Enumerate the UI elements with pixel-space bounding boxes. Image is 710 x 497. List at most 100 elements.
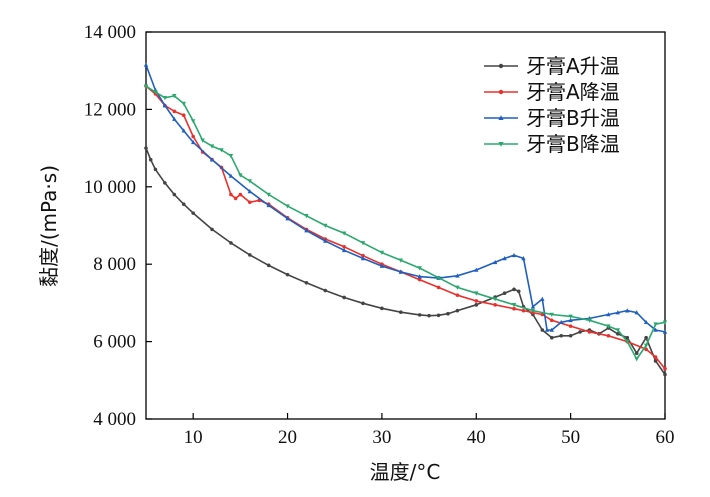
- data-point: [644, 347, 648, 352]
- data-point: [210, 227, 214, 232]
- data-point: [379, 250, 385, 255]
- series-3: [143, 62, 668, 334]
- data-point: [143, 62, 149, 67]
- data-point: [521, 308, 526, 313]
- data-point: [474, 303, 479, 307]
- legend-marker: [498, 115, 504, 120]
- data-point: [342, 244, 346, 249]
- data-point: [323, 288, 328, 293]
- data-point: [266, 263, 271, 268]
- data-point: [181, 101, 186, 106]
- data-point: [455, 273, 460, 278]
- data-point: [663, 372, 667, 377]
- data-point: [266, 192, 271, 197]
- data-point: [615, 310, 621, 315]
- data-point: [238, 192, 243, 197]
- data-point: [341, 247, 347, 253]
- data-point: [238, 173, 243, 178]
- legend-marker: [498, 89, 504, 95]
- legend-item: 牙膏A升温: [484, 54, 620, 78]
- legend-label: 牙膏A降温: [526, 80, 620, 104]
- data-point: [502, 255, 507, 261]
- data-point: [549, 335, 554, 340]
- data-point: [181, 113, 186, 118]
- legend-marker: [498, 63, 504, 69]
- y-tick-label: 4 000: [93, 409, 136, 430]
- data-point: [455, 293, 460, 297]
- data-point: [653, 359, 658, 363]
- legend-label: 牙膏B升温: [526, 106, 620, 130]
- data-point: [492, 297, 498, 302]
- legend-marker: [498, 142, 504, 147]
- data-point: [427, 313, 431, 318]
- y-tick-label: 6 000: [93, 332, 136, 353]
- data-point: [417, 266, 422, 271]
- data-point: [492, 259, 498, 265]
- data-point: [417, 313, 422, 317]
- data-point: [248, 200, 252, 205]
- x-axis: 10 20 30 40 50 60: [184, 413, 675, 448]
- x-tick-label: 20: [278, 427, 297, 448]
- data-point: [540, 296, 545, 301]
- series-line: [145, 147, 666, 375]
- data-point: [625, 308, 630, 313]
- legend-item: 牙膏A降温: [484, 80, 620, 104]
- data-point: [474, 267, 479, 272]
- data-point: [455, 285, 460, 290]
- data-point: [530, 304, 536, 309]
- data-point: [229, 241, 233, 245]
- data-point: [446, 311, 450, 316]
- data-point: [266, 202, 271, 208]
- data-point: [304, 280, 309, 285]
- data-point: [247, 189, 252, 194]
- data-point: [190, 119, 196, 124]
- plot-frame: [145, 31, 666, 420]
- data-point: [172, 109, 177, 114]
- data-point: [190, 139, 196, 145]
- data-point: [228, 154, 234, 159]
- data-point: [148, 157, 153, 162]
- legend-item: 牙膏B升温: [484, 106, 620, 130]
- data-point: [398, 269, 403, 274]
- data-point: [634, 310, 639, 315]
- data-point: [530, 308, 536, 314]
- data-point: [568, 324, 573, 328]
- data-point: [163, 181, 167, 185]
- data-point: [634, 351, 639, 356]
- data-point: [436, 285, 441, 290]
- y-tick-label: 14 000: [84, 22, 136, 43]
- x-axis-label: 温度/°C: [370, 460, 441, 484]
- data-point: [181, 128, 186, 133]
- data-point: [380, 306, 384, 311]
- data-point: [643, 343, 649, 348]
- data-point: [606, 324, 611, 329]
- data-point: [540, 328, 545, 332]
- data-point: [521, 255, 526, 261]
- series-line: [145, 64, 666, 333]
- data-point: [233, 196, 238, 201]
- data-point: [578, 330, 582, 334]
- data-point: [172, 116, 177, 121]
- data-point: [162, 95, 168, 101]
- data-point: [625, 339, 630, 344]
- data-point: [455, 308, 460, 313]
- data-point: [606, 333, 611, 338]
- x-tick-label: 30: [372, 427, 391, 448]
- data-point: [587, 318, 592, 323]
- data-point: [511, 303, 517, 308]
- data-point: [643, 319, 649, 325]
- data-point: [285, 272, 290, 277]
- axes: [145, 31, 666, 420]
- data-point: [209, 144, 215, 149]
- data-point: [285, 204, 290, 209]
- y-tick-label: 10 000: [84, 177, 136, 198]
- data-point: [360, 241, 366, 246]
- data-point: [304, 228, 309, 233]
- data-point: [229, 192, 233, 197]
- data-point: [361, 253, 365, 258]
- data-point: [540, 312, 545, 317]
- data-point: [323, 238, 328, 243]
- data-point: [144, 146, 148, 150]
- data-point: [219, 148, 224, 153]
